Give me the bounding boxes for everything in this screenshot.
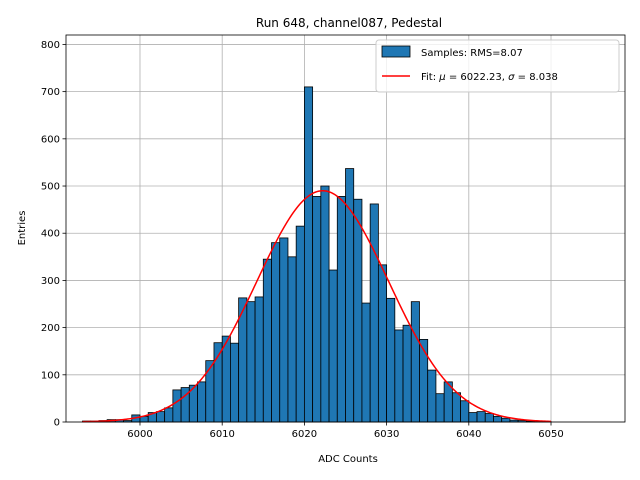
histogram-bar (460, 400, 470, 423)
y-tick-label: 0 (54, 418, 60, 429)
chart-title: Run 648, channel087, Pedestal (256, 16, 442, 30)
legend-box (375, 39, 620, 93)
y-tick-label: 400 (41, 229, 60, 240)
histogram-bar (205, 360, 215, 423)
histogram-bar (312, 196, 322, 423)
y-tick-label: 300 (41, 276, 60, 287)
histogram-bar (353, 198, 363, 423)
histogram-bar (295, 225, 305, 423)
histogram-bar (164, 407, 174, 423)
y-tick-label: 500 (41, 182, 60, 193)
y-axis-label: Entries (17, 211, 28, 246)
histogram-bar (468, 412, 478, 423)
histogram-bar (419, 339, 429, 423)
x-axis: 6000 6010 6020 6030 6040 6050 (127, 422, 564, 440)
histogram-bar (386, 297, 396, 423)
gaussian-fit-curve (82, 189, 552, 423)
histogram-bar (451, 392, 461, 423)
histogram-bar (156, 411, 166, 423)
plot-area (65, 34, 626, 423)
histogram-bar (427, 369, 437, 423)
legend: Samples: RMS=8.07 Fit: μ = 6022.23, σ = … (375, 39, 620, 93)
y-axis: 0 100 200 300 400 500 600 700 800 (41, 40, 66, 429)
histogram-bar (402, 324, 412, 423)
x-tick-label: 6040 (456, 429, 481, 440)
histogram-bar (262, 258, 272, 423)
histogram-bar (361, 302, 371, 423)
histogram-bar (221, 335, 231, 423)
plot-frame (65, 34, 626, 423)
histogram-bar (271, 242, 281, 423)
histogram-bar (246, 301, 256, 423)
histogram-bars (82, 86, 552, 423)
histogram-bar (501, 417, 511, 423)
histogram-bar (303, 86, 314, 423)
x-tick-label: 6050 (538, 429, 563, 440)
histogram-bar (254, 296, 264, 423)
histogram-bar (336, 196, 346, 423)
x-tick-label: 6010 (209, 429, 234, 440)
histogram-bar (484, 413, 494, 423)
histogram-bar (435, 393, 445, 423)
legend-samples-swatch (381, 45, 411, 58)
legend-fit-label: Fit: μ = 6022.23, σ = 8.038 (421, 72, 558, 83)
x-axis-label: ADC Counts (318, 454, 378, 465)
y-tick-label: 700 (41, 87, 60, 98)
y-tick-label: 200 (41, 323, 60, 334)
x-tick-label: 6020 (292, 429, 317, 440)
y-tick-label: 600 (41, 134, 60, 145)
histogram-bar (230, 342, 240, 423)
histogram-bar (279, 237, 289, 423)
x-tick-label: 6000 (127, 429, 152, 440)
histogram-bar (320, 185, 330, 423)
legend-samples-label: Samples: RMS=8.07 (421, 48, 523, 59)
histogram-bar (287, 256, 297, 423)
histogram-bar (394, 329, 404, 423)
histogram-bar (476, 411, 486, 423)
y-tick-label: 800 (41, 40, 60, 51)
histogram-bar (410, 301, 420, 423)
histogram-bar (369, 203, 379, 423)
histogram-bar (493, 415, 503, 423)
histogram-bar (197, 381, 207, 423)
histogram-bar (172, 389, 182, 423)
histogram-bar (377, 264, 388, 423)
x-tick-label: 6030 (374, 429, 399, 440)
y-tick-label: 100 (41, 370, 60, 381)
histogram-bar (328, 269, 338, 423)
